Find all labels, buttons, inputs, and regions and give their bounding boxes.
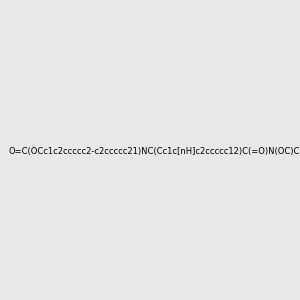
Text: O=C(OCc1c2ccccc2-c2ccccc21)NC(Cc1c[nH]c2ccccc12)C(=O)N(OC)C: O=C(OCc1c2ccccc2-c2ccccc21)NC(Cc1c[nH]c2… <box>8 147 299 156</box>
